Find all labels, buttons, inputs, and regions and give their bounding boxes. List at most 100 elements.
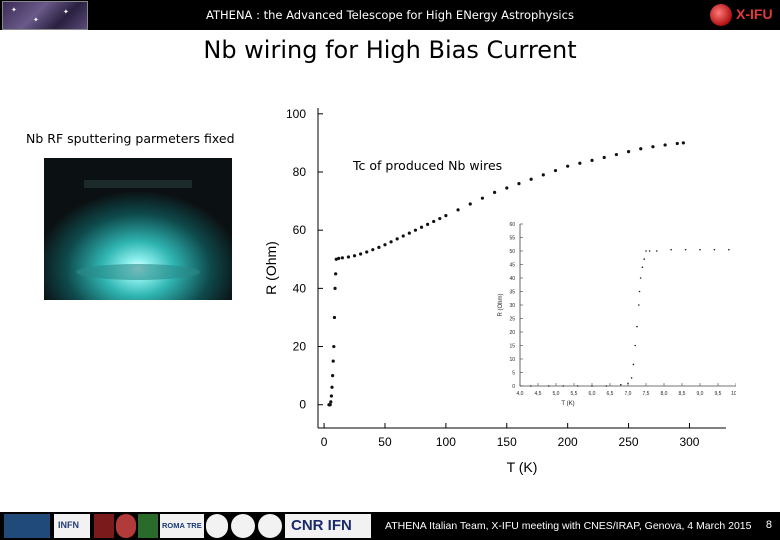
data-point [517, 182, 521, 186]
data-point [426, 222, 430, 226]
roma-tre-logo: ROMA TRE [160, 514, 204, 538]
inset-data-point [648, 250, 651, 252]
inset-data-point [591, 385, 593, 387]
data-point [395, 237, 399, 241]
inset-data-point [656, 250, 658, 252]
inset-y-tick-label: 50 [509, 249, 515, 255]
data-point [553, 168, 558, 173]
data-point [438, 216, 442, 221]
inset-x-tick-label: 5,5 [571, 391, 578, 397]
inset-x-tick-label: 4,0 [517, 391, 524, 397]
data-point [365, 250, 369, 254]
inset-y-axis-label: R (Ohm) [498, 294, 504, 317]
data-point [331, 359, 335, 363]
y-tick-label: 20 [293, 340, 307, 354]
data-point [334, 257, 338, 261]
inset-x-tick-label: 8,5 [679, 391, 686, 397]
data-point [480, 196, 485, 200]
data-point [675, 141, 679, 146]
inset-data-point [634, 344, 636, 347]
data-point [590, 158, 594, 162]
data-point [333, 286, 337, 290]
x-axis-label: T (K) [507, 459, 538, 475]
inset-y-tick-label: 45 [509, 263, 515, 269]
data-point [346, 255, 351, 259]
data-point [340, 256, 344, 260]
resistance-chart: 0 20 40 60 80 100 0 50 100 150 200 250 300 T (K) R (Oh… [256, 100, 736, 480]
university-crest-1-icon [94, 514, 114, 538]
inset-x-tick-label: 7,0 [625, 391, 632, 397]
athena-logo: ✦ ✦ ✦ [2, 1, 88, 30]
x-tick-label: 100 [436, 435, 456, 449]
data-point [383, 243, 387, 247]
inset-data-point [684, 248, 687, 251]
slide-title: Nb wiring for High Bias Current [203, 36, 577, 64]
x-tick-label: 300 [679, 435, 699, 449]
inset-data-point [548, 385, 550, 387]
sputtering-label: Nb RF sputtering parmeters fixed [26, 131, 235, 146]
data-point [529, 177, 533, 181]
inset-y-tick-label: 10 [509, 357, 515, 363]
data-point [334, 272, 338, 276]
inset-y-tick-label: 20 [509, 330, 515, 336]
inset-y-tick-label: 15 [509, 344, 515, 350]
data-point [444, 214, 448, 218]
data-point [602, 155, 606, 160]
inset-data-point [632, 363, 635, 366]
inset-data-point [638, 290, 641, 293]
inset-x-tick-label: 4,5 [535, 391, 542, 397]
inset-data-point [562, 385, 564, 387]
data-point [639, 147, 643, 151]
y-tick-label: 40 [293, 281, 307, 295]
data-point [505, 186, 509, 190]
university-seal-1-icon [116, 514, 136, 538]
data-point [651, 145, 655, 149]
inset-data-point [699, 248, 701, 251]
data-point [330, 385, 334, 389]
data-point [566, 164, 570, 168]
data-point [492, 190, 497, 194]
inset-x-tick-label: 6,5 [607, 391, 614, 397]
data-point [468, 202, 472, 206]
inset-data-point [643, 258, 645, 260]
inset-data-point [713, 248, 716, 251]
header-title: ATHENA : the Advanced Telescope for High… [206, 8, 574, 22]
data-point [359, 252, 363, 256]
x-tick-label: 200 [558, 435, 578, 449]
data-point [614, 152, 618, 157]
inset-data-point [670, 248, 672, 251]
inset-data-point [645, 250, 647, 252]
data-point [419, 225, 424, 229]
x-tick-label: 250 [619, 435, 639, 449]
inset-x-tick-label: 7,5 [643, 391, 650, 397]
inset-data-point [636, 325, 638, 328]
y-tick-label: 60 [293, 223, 307, 237]
data-point [377, 245, 381, 249]
inset-y-tick-label: 35 [509, 290, 515, 296]
inset-y-tick-label: 0 [512, 384, 515, 390]
data-point [329, 400, 333, 404]
inset-x-tick-label: 8,0 [661, 391, 668, 397]
inset-data-point [641, 266, 644, 268]
data-point [407, 231, 411, 235]
data-point [329, 394, 333, 398]
data-point [541, 173, 545, 177]
data-point [681, 141, 685, 145]
university-seal-3-icon [231, 514, 255, 538]
data-point [328, 403, 332, 407]
footer-text: ATHENA Italian Team, X-IFU meeting with … [385, 520, 752, 532]
footer-bar: INFN ROMA TRE CNR IFN ATHENA Italian Tea… [0, 512, 780, 540]
page-number: 8 [765, 519, 772, 531]
inset-x-tick-label: 5,0 [553, 391, 560, 397]
data-point [371, 248, 375, 252]
inset-y-tick-label: 55 [509, 236, 515, 242]
inset-background [496, 218, 736, 416]
x-tick-label: 50 [378, 435, 392, 449]
xifu-logo-text: X-IFU [736, 6, 773, 22]
inset-x-tick-label: 9,0 [697, 391, 704, 397]
data-point [331, 374, 335, 378]
inset-x-axis-label: T (K) [561, 401, 574, 407]
data-point [352, 254, 357, 258]
x-tick-label: 0 [321, 435, 328, 449]
university-seal-2-icon [206, 514, 228, 538]
